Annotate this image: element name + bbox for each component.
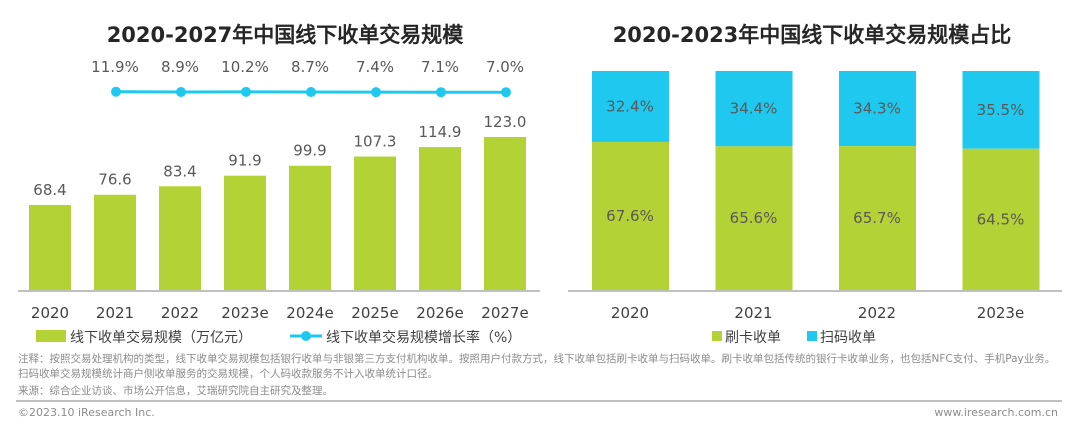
bar-2026e	[419, 147, 461, 290]
card-label-2022: 65.7%	[853, 209, 901, 227]
card-label-2020: 67.6%	[606, 207, 654, 225]
tick-label-2021: 2021	[96, 304, 134, 322]
legend-swatch-card	[712, 331, 722, 341]
source-note: 来源：综合企业访谈、市场公开信息，艾瑞研究院自主研究及整理。	[18, 385, 333, 397]
growth-label-2027e: 7.0%	[486, 58, 524, 76]
legend-swatch-dot	[301, 331, 311, 341]
bar-card-2021	[715, 146, 793, 290]
tick-label-2020: 2020	[31, 304, 69, 322]
tick-label-2025e: 2025e	[351, 304, 398, 322]
growth-point-3	[306, 87, 316, 98]
bar-label-2026e: 114.9	[419, 123, 462, 141]
bar-scan-2022	[839, 71, 916, 147]
tick-label-right-2021: 2021	[734, 304, 772, 322]
bar-label-2021: 76.6	[98, 171, 131, 189]
legend-label-card: 刷卡收单	[725, 330, 781, 345]
card-label-2023e: 64.5%	[977, 210, 1025, 228]
growth-label-2022: 8.9%	[161, 58, 199, 76]
growth-point-1	[176, 87, 186, 98]
website: www.iresearch.com.cn	[934, 406, 1058, 419]
growth-label-2023e: 10.2%	[221, 58, 269, 76]
growth-label-2021: 11.9%	[91, 58, 139, 76]
tick-label-2024e: 2024e	[286, 304, 333, 322]
bar-card-2023e	[962, 148, 1040, 290]
bar-2023e	[224, 175, 266, 290]
growth-label-2026e: 7.1%	[421, 58, 459, 76]
growth-label-2024e: 8.7%	[291, 58, 329, 76]
bar-label-2024e: 99.9	[293, 142, 326, 160]
bar-2027e	[484, 137, 526, 290]
bar-scan-2020	[592, 71, 669, 142]
growth-point-6	[501, 87, 511, 98]
growth-point-5	[436, 87, 446, 98]
growth-point-2	[241, 86, 251, 97]
growth-label-2025e: 7.4%	[356, 58, 394, 76]
legend-swatch-bar	[36, 330, 66, 342]
copyright: ©2023.10 iResearch Inc.	[18, 406, 155, 419]
bar-label-2023e: 91.9	[228, 152, 261, 170]
bar-2022	[159, 186, 201, 290]
bar-label-2022: 83.4	[163, 162, 196, 180]
scan-label-2022: 34.3%	[853, 100, 901, 118]
legend-label-line: 线下收单交易规模增长率（%）	[326, 329, 521, 345]
tick-label-2027e: 2027e	[481, 304, 528, 322]
chart-title-left: 2020-2027年中国线下收单交易规模	[107, 23, 465, 47]
bar-scan-2021	[715, 71, 793, 147]
bar-label-2027e: 123.0	[484, 113, 527, 131]
tick-label-right-2023e: 2023e	[977, 304, 1024, 322]
bar-scan-2023e	[962, 71, 1040, 149]
bar-2020	[29, 204, 71, 290]
bar-label-2020: 68.4	[33, 181, 66, 199]
chart-title-right: 2020-2023年中国线下收单交易规模占比	[613, 23, 1012, 47]
bar-card-2020	[592, 141, 669, 290]
tick-label-2023e: 2023e	[221, 304, 268, 322]
card-label-2021: 65.6%	[730, 209, 778, 227]
legend-swatch-scan	[807, 331, 817, 341]
divider	[16, 400, 1062, 402]
footnote: 注释：按照交易处理机构的类型，线下收单交易规模包括银行收单与非银第三方支付机构收…	[18, 353, 1056, 380]
scan-label-2023e: 35.5%	[977, 101, 1025, 119]
growth-point-4	[371, 87, 381, 98]
scan-label-2021: 34.4%	[730, 100, 778, 118]
tick-label-2022: 2022	[161, 304, 199, 322]
growth-point-0	[111, 86, 121, 97]
tick-label-right-2022: 2022	[858, 304, 896, 322]
tick-label-right-2020: 2020	[611, 304, 649, 322]
bar-2024e	[289, 165, 331, 290]
legend-label-bar: 线下收单交易规模（万亿元）	[70, 329, 252, 345]
scan-label-2020: 32.4%	[606, 97, 654, 115]
charts: 2020-2027年中国线下收单交易规模 68.4 2020 76.6 2021 11.9…	[18, 23, 1062, 345]
bar-label-2025e: 107.3	[354, 133, 397, 151]
tick-label-2026e: 2026e	[416, 304, 463, 322]
bar-2021	[94, 194, 136, 290]
bar-card-2022	[839, 146, 916, 290]
legend-label-scan: 扫码收单	[820, 330, 876, 345]
bar-2025e	[354, 156, 396, 290]
